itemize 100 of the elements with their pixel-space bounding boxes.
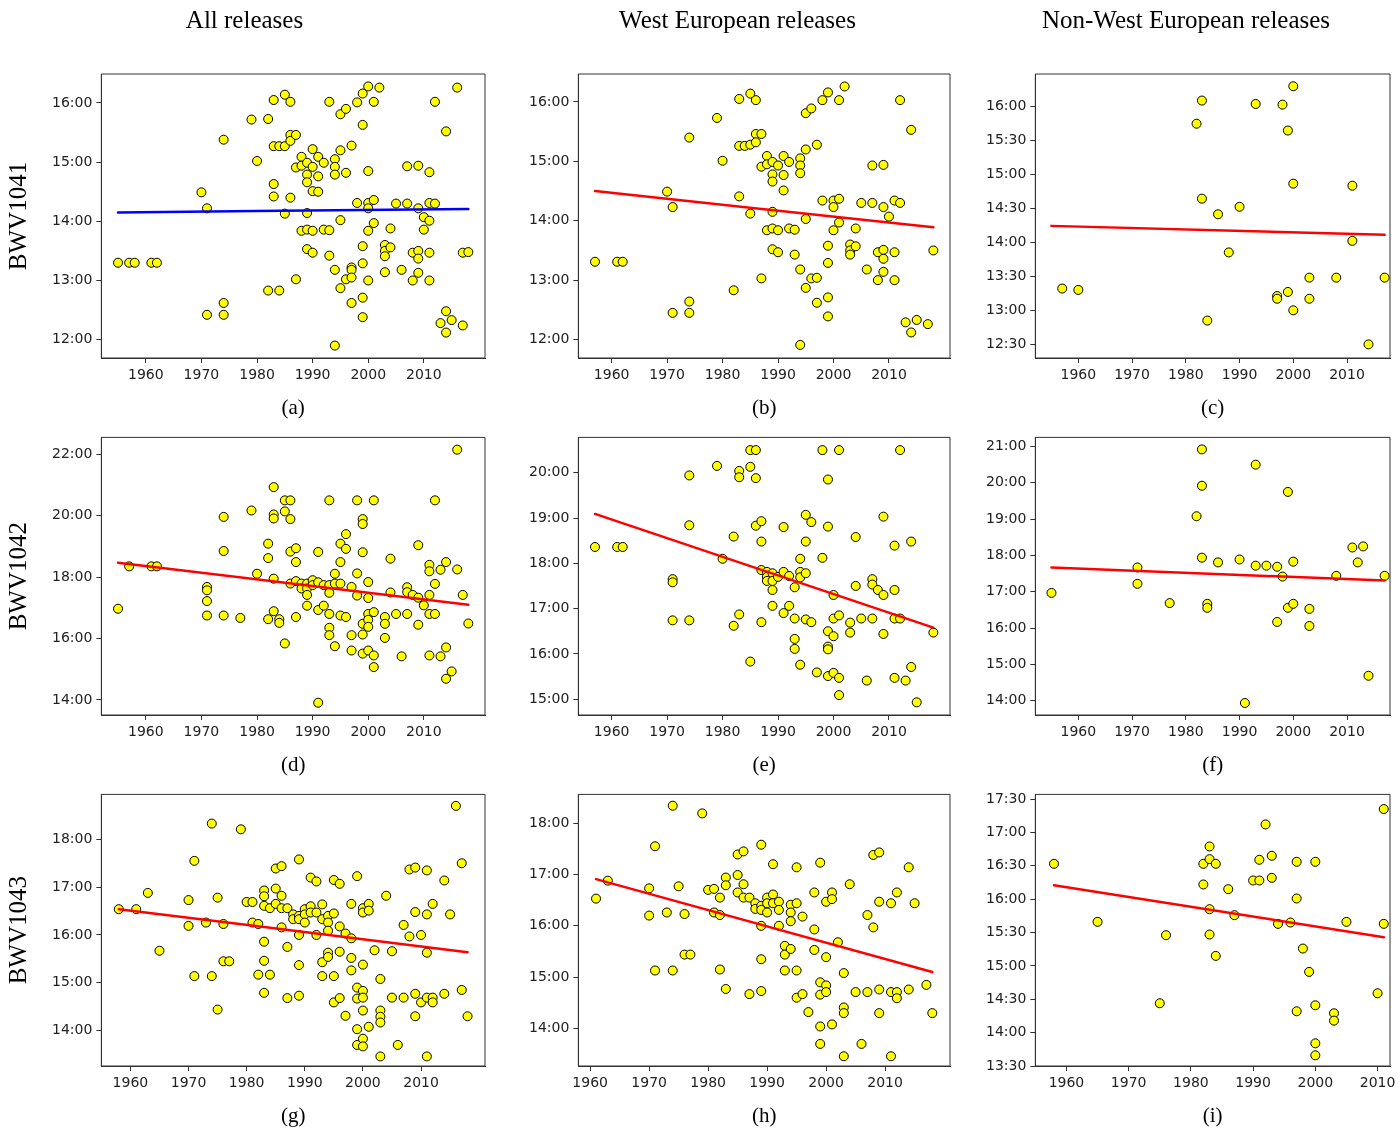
y-tick-label: 13:00: [51, 271, 93, 288]
point: [1161, 930, 1172, 941]
point: [1202, 602, 1213, 613]
y-tick-label: 16:30: [985, 856, 1027, 873]
x-tick-label: 1990: [1235, 1074, 1271, 1091]
y-tick-label: 13:30: [985, 266, 1027, 283]
x-tick-label: 1990: [749, 1074, 785, 1091]
x-tick-label: 1970: [170, 1074, 207, 1091]
point: [1347, 542, 1358, 553]
point: [1352, 557, 1363, 568]
point: [1213, 557, 1224, 568]
y-tick-label: 13:00: [528, 270, 570, 287]
x-tick-label: 1970: [631, 1074, 667, 1091]
point: [1164, 598, 1175, 609]
y-tick-label: 17:00: [985, 582, 1027, 599]
x-tick-label: 1990: [1221, 366, 1258, 383]
x-tick-label: 1960: [128, 366, 164, 383]
x-tick-label: 2010: [406, 723, 442, 740]
point: [1288, 305, 1299, 316]
y-tick-label: 14:00: [51, 211, 93, 228]
x-tick-label: 2010: [871, 366, 907, 383]
point: [1198, 879, 1209, 890]
y-tick-label: 16:00: [985, 618, 1027, 635]
point: [1288, 556, 1299, 567]
point: [1363, 339, 1374, 350]
x-tick-label: 2010: [867, 1074, 903, 1091]
x-tick-label: 1960: [593, 723, 630, 740]
x-axis-title: (d): [280, 751, 306, 776]
x-tick-label: 2000: [345, 1074, 381, 1091]
y-tick-label: 14:00: [51, 1021, 93, 1038]
y-tick-label: 15:00: [51, 152, 93, 169]
x-tick-label: 1970: [183, 723, 220, 740]
x-axis-title: (b): [751, 394, 777, 419]
point: [1378, 918, 1389, 929]
y-tick-label: 14:00: [985, 1023, 1027, 1040]
y-tick-label: 16:00: [985, 889, 1027, 906]
x-tick-label: 1980: [239, 366, 275, 383]
point: [1191, 118, 1202, 129]
point: [1272, 561, 1283, 572]
y-tick-label: 12:00: [51, 330, 93, 347]
point: [1057, 283, 1068, 294]
point: [1234, 201, 1245, 212]
point: [1196, 552, 1207, 563]
point: [1310, 1000, 1321, 1011]
point: [1304, 603, 1315, 614]
y-tick-label: 13:30: [985, 1056, 1027, 1073]
x-tick-label: 1980: [1173, 1074, 1209, 1091]
x-tick-label: 1990: [1221, 723, 1258, 740]
x-tick-label: 2000: [815, 366, 852, 383]
point: [1239, 698, 1250, 709]
y-tick-label: 12:00: [528, 330, 570, 347]
point: [1254, 875, 1265, 886]
point: [1304, 272, 1315, 283]
y-tick-label: 14:30: [985, 989, 1027, 1006]
chart-title: Non-West European releases: [1041, 5, 1331, 33]
x-axis-title: (i): [1202, 1102, 1223, 1127]
x-tick-label: 2000: [350, 723, 387, 740]
y-tick-label: 21:00: [985, 437, 1027, 454]
point: [1291, 1006, 1302, 1017]
point: [1210, 950, 1221, 961]
point: [1291, 856, 1302, 867]
x-tick-label: 1990: [286, 1074, 323, 1091]
point: [1282, 486, 1293, 497]
point: [1196, 444, 1207, 455]
point: [1310, 856, 1321, 867]
x-tick-label: 1960: [1048, 1074, 1085, 1091]
point: [1261, 560, 1272, 571]
point: [1073, 284, 1084, 295]
point: [1282, 125, 1293, 136]
point: [1254, 854, 1265, 865]
point: [1196, 95, 1207, 106]
y-tick-label: 15:00: [528, 967, 570, 984]
x-tick-label: 2010: [1329, 723, 1365, 740]
point: [1223, 884, 1234, 895]
point: [1266, 872, 1277, 883]
x-tick-label: 1980: [1167, 723, 1204, 740]
point: [1358, 541, 1369, 552]
point: [1310, 1038, 1321, 1049]
x-axis-title: (c): [1201, 394, 1225, 419]
y-tick-label: 15:00: [528, 689, 570, 706]
y-tick-label: 16:00: [51, 629, 93, 646]
x-tick-label: 2010: [1359, 1074, 1396, 1091]
point: [1288, 178, 1299, 189]
x-tick-label: 1990: [294, 723, 331, 740]
y-tick-label: 16:00: [528, 916, 570, 933]
chart-title: All releases: [185, 5, 304, 33]
y-tick-label: 15:00: [985, 164, 1027, 181]
y-tick-label: 19:00: [528, 508, 570, 525]
x-axis-title: (h): [751, 1102, 777, 1127]
x-tick-label: 1970: [649, 366, 685, 383]
y-tick-label: 17:30: [985, 789, 1027, 806]
x-tick-label: 1990: [760, 366, 796, 383]
x-tick-label: 2000: [350, 366, 387, 383]
x-axis-title: (a): [281, 394, 305, 419]
y-tick-label: 15:00: [985, 655, 1027, 672]
y-tick-label: 17:00: [985, 823, 1027, 840]
y-tick-label: 20:00: [528, 463, 570, 480]
y-tick-label: 17:00: [528, 865, 570, 882]
y-tick-label: 14:00: [528, 1019, 570, 1036]
y-tick-label: 15:00: [985, 956, 1027, 973]
